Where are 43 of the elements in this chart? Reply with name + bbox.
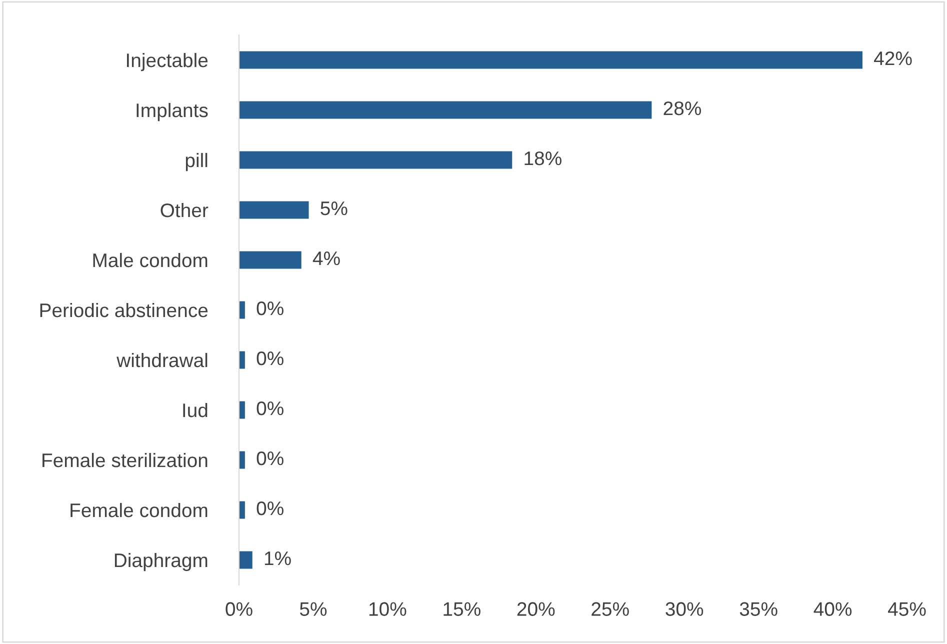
y-tick-label: Male condom bbox=[93, 252, 208, 268]
data-label: 5% bbox=[320, 202, 348, 216]
bar bbox=[239, 51, 862, 69]
data-label: 0% bbox=[256, 501, 284, 516]
data-label: 1% bbox=[264, 552, 291, 566]
y-tick-label: withdrawal bbox=[116, 352, 208, 368]
data-label: 0% bbox=[256, 301, 284, 316]
y-tick-label: Female condom bbox=[70, 502, 208, 518]
data-label: 0% bbox=[256, 451, 284, 466]
data-label: 4% bbox=[312, 252, 340, 266]
bar bbox=[239, 301, 245, 319]
bar bbox=[239, 351, 245, 369]
y-tick-label: pill bbox=[186, 152, 208, 172]
x-tick-label: 35% bbox=[740, 602, 778, 616]
y-tick-label: Periodic abstinence bbox=[40, 302, 208, 318]
bar bbox=[239, 201, 309, 219]
bar bbox=[239, 451, 245, 469]
data-label: 42% bbox=[874, 51, 912, 66]
x-tick-label: 5% bbox=[300, 602, 327, 616]
y-tick-label: Other bbox=[160, 202, 208, 218]
y-tick-label: Iud bbox=[183, 402, 208, 418]
bar bbox=[239, 401, 245, 419]
y-tick-label: Implants bbox=[136, 102, 208, 122]
data-label: 28% bbox=[664, 101, 702, 116]
bar bbox=[239, 501, 245, 519]
data-label: 18% bbox=[524, 151, 562, 166]
x-tick-label: 0% bbox=[226, 602, 252, 616]
y-tick-label: Diaphragm bbox=[114, 552, 208, 572]
bar bbox=[239, 101, 652, 119]
data-label: 0% bbox=[256, 401, 284, 416]
x-tick-label: 25% bbox=[592, 602, 629, 616]
bar bbox=[239, 551, 252, 569]
x-tick-label: 40% bbox=[814, 602, 852, 616]
x-tick-label: 20% bbox=[517, 602, 555, 616]
y-tick-label: Female sterilization bbox=[42, 452, 208, 468]
bar bbox=[239, 151, 512, 169]
x-tick-label: 10% bbox=[369, 602, 406, 616]
x-tick-label: 45% bbox=[888, 602, 926, 616]
x-tick-label: 15% bbox=[444, 602, 480, 616]
x-tick-label: 30% bbox=[666, 602, 704, 616]
data-label: 0% bbox=[256, 351, 284, 366]
y-tick-label: Injectable bbox=[127, 52, 208, 72]
bar bbox=[239, 251, 302, 269]
